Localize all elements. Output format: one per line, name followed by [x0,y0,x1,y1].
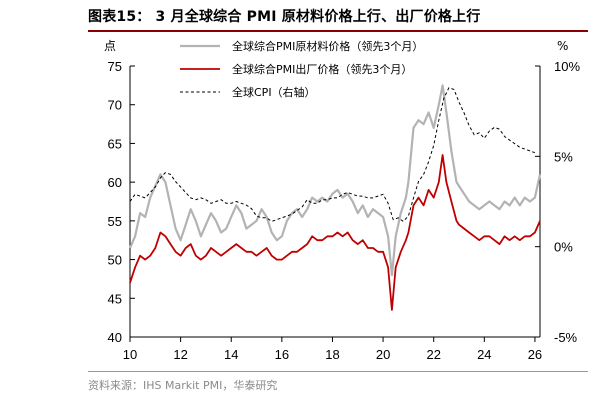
x-tick-label: 26 [528,347,542,362]
x-axis: 10 12 14 16 18 20 22 24 26 [123,337,542,362]
right-tick-label: 10% [554,59,580,74]
right-tick-label: -5% [554,330,578,345]
x-tick-label: 12 [173,347,187,362]
x-tick-label: 16 [275,347,289,362]
output-price-line [129,154,541,311]
right-axis: 10% 5% 0% -5% [535,59,580,345]
chart-title: 图表15： 3 月全球综合 PMI 原材料价格上行、出厂价格上行 [88,9,481,25]
right-tick-label: 5% [554,149,573,164]
legend: 全球综合PMI原材料价格（领先3个月） 全球综合PMI出厂价格（领先3个月） 全球C… [180,39,423,99]
x-tick-label: 14 [224,347,238,362]
global-cpi-legend-label: 全球CPI（右轴） [232,85,316,99]
left-axis-unit: 点 [104,39,116,53]
x-tick-label: 22 [426,347,440,362]
raw-material-price-line [128,84,542,277]
raw-material-price-legend-label: 全球综合PMI原材料价格（领先3个月） [232,39,423,53]
plot-frame [129,66,541,338]
x-tick-label: 10 [123,347,137,362]
output-price-legend-label: 全球综合PMI出厂价格（领先3个月） [232,62,412,76]
x-tick-label: 24 [477,347,491,362]
left-tick-label: 50 [108,253,122,268]
x-tick-label: 20 [376,347,390,362]
source-note: 资料来源：IHS Markit PMI，华泰研究 [88,379,278,392]
left-tick-label: 75 [108,59,122,74]
left-tick-label: 40 [108,330,122,345]
source-rule [88,371,588,372]
left-tick-label: 60 [108,175,122,190]
left-axis: 40 45 50 55 60 65 70 75 [108,59,135,345]
title-rule [88,30,588,32]
right-tick-label: 0% [554,240,573,255]
series-layer [128,84,542,311]
left-tick-label: 65 [108,136,122,151]
x-tick-label: 18 [325,347,339,362]
global-cpi-line [129,87,536,222]
right-axis-unit: % [557,39,568,53]
left-tick-label: 55 [108,214,122,229]
left-tick-label: 70 [108,98,122,113]
left-tick-label: 45 [108,291,122,306]
